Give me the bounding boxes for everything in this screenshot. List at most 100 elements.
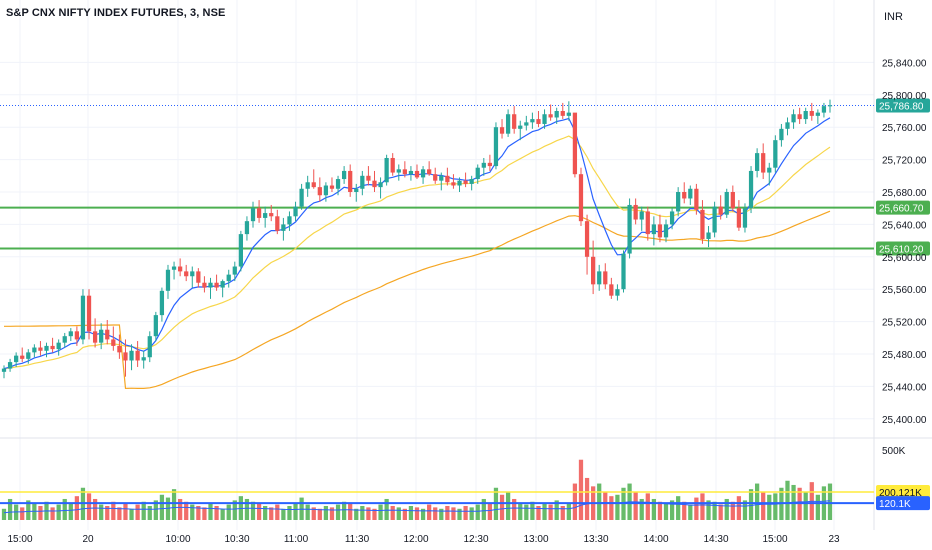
volume-bar xyxy=(293,503,298,520)
candle xyxy=(44,342,49,358)
candle xyxy=(645,206,650,241)
candle-body xyxy=(190,271,195,277)
candle xyxy=(26,349,31,364)
volume-bar xyxy=(263,505,268,520)
candle xyxy=(62,332,67,348)
candle xyxy=(712,201,717,238)
time-tick-label: 12:30 xyxy=(463,534,488,545)
volume-bar xyxy=(463,505,468,520)
time-tick-label: 15:00 xyxy=(7,534,32,545)
candle xyxy=(14,352,19,367)
candle-body xyxy=(469,179,474,184)
candle-body xyxy=(214,282,219,288)
volume-bar xyxy=(578,459,584,520)
candle-body xyxy=(50,345,55,350)
volume-bar xyxy=(275,504,280,520)
volume-tick-label: 500K xyxy=(882,446,906,457)
volume-bar xyxy=(420,508,426,520)
volume-bar xyxy=(785,480,790,520)
price-tick-label: 25,400.00 xyxy=(882,415,927,426)
candle xyxy=(190,266,195,288)
candle xyxy=(256,200,262,223)
volume-bar xyxy=(141,501,146,520)
candle xyxy=(633,198,638,225)
candle-body xyxy=(427,169,432,175)
volume-bar xyxy=(384,498,389,520)
candle xyxy=(591,240,596,295)
currency-label[interactable]: INR xyxy=(884,11,903,23)
volume-bar xyxy=(742,500,748,520)
time-tick-label: 11:00 xyxy=(284,534,309,545)
candle-body xyxy=(7,362,13,369)
candle-body xyxy=(566,112,571,116)
candle xyxy=(335,175,341,196)
candle-body xyxy=(518,125,523,129)
price-tick-label: 25,440.00 xyxy=(882,382,927,393)
candle-body xyxy=(32,347,37,353)
candle xyxy=(481,157,486,176)
time-tick-label: 14:00 xyxy=(643,534,668,545)
candle-body xyxy=(572,112,578,175)
candle xyxy=(657,214,663,243)
volume-bar xyxy=(26,500,31,520)
candle-body xyxy=(615,289,620,296)
price-tick-label: 25,680.00 xyxy=(882,188,927,199)
candle-body xyxy=(663,224,669,238)
candle xyxy=(360,170,365,196)
candle-body xyxy=(657,224,663,238)
volume-ma-line xyxy=(3,500,831,514)
candle-body xyxy=(123,352,128,361)
candle xyxy=(372,170,377,192)
candle-body xyxy=(129,350,134,361)
candle-body xyxy=(44,345,49,351)
candle xyxy=(86,289,92,340)
candle xyxy=(305,175,310,197)
candle-body xyxy=(99,329,104,343)
candle-body xyxy=(384,157,389,183)
candle xyxy=(730,185,735,212)
candle-body xyxy=(639,211,644,220)
volume-bar xyxy=(530,501,535,520)
volume-bar xyxy=(633,491,638,520)
candle xyxy=(390,153,395,176)
candle-body xyxy=(645,211,650,235)
candle xyxy=(202,276,207,293)
candle xyxy=(7,358,13,372)
time-tick-label: 23 xyxy=(828,534,840,545)
candle-body xyxy=(433,174,438,181)
candle-body xyxy=(821,106,827,113)
candle xyxy=(38,341,43,356)
candle xyxy=(754,148,760,178)
price-tick-label: 25,800.00 xyxy=(882,91,927,102)
candle xyxy=(208,277,213,299)
price-tick-label: 25,480.00 xyxy=(882,350,927,361)
candle xyxy=(773,135,778,173)
price-tick-label: 25,760.00 xyxy=(882,123,927,134)
volume-bar xyxy=(597,483,602,520)
candle-body xyxy=(171,266,177,270)
candle-body xyxy=(609,284,614,296)
volume-bar xyxy=(226,504,231,520)
candle xyxy=(196,268,201,288)
volume-bar xyxy=(651,498,656,520)
candle xyxy=(99,323,104,350)
candle-body xyxy=(360,175,365,189)
candle-body xyxy=(724,192,729,215)
candle xyxy=(20,347,25,363)
candle-body xyxy=(420,169,426,178)
candle-body xyxy=(487,162,493,167)
volume-bar xyxy=(827,483,833,520)
volume-bar xyxy=(196,505,201,520)
volume-bar xyxy=(645,493,650,520)
candle xyxy=(275,209,280,235)
candle-body xyxy=(317,187,322,196)
candle xyxy=(123,339,128,377)
volume-bar xyxy=(657,501,663,520)
candle-body xyxy=(730,192,735,209)
volume-bar xyxy=(56,504,61,520)
candle-body xyxy=(220,281,225,288)
candle xyxy=(184,264,189,282)
volume-bar xyxy=(256,503,262,520)
